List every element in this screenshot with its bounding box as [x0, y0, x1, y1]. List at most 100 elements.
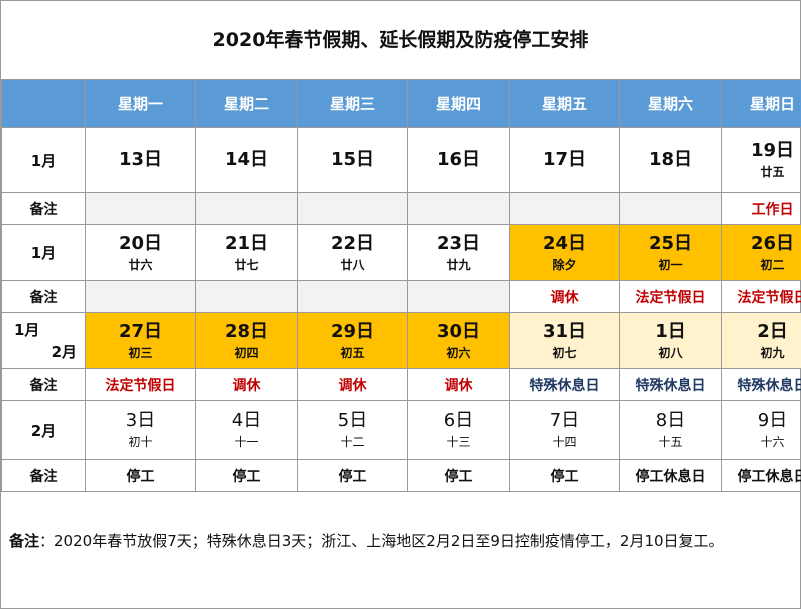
note-cell: [407, 192, 510, 225]
note-cell: 调休: [195, 368, 298, 401]
note-row: 备注 工作日: [1, 192, 801, 225]
header-corner-cell: [1, 79, 86, 128]
date-cell: 15日: [297, 127, 408, 193]
day-number: 31日: [542, 320, 587, 342]
note-label: 备注: [1, 368, 86, 401]
note-cell: 停工: [509, 459, 620, 492]
lunar-date: 初六: [446, 345, 471, 360]
day-number: 16日: [436, 149, 481, 170]
lunar-date: 初三: [128, 345, 153, 360]
note-cell: 法定节假日: [721, 280, 801, 313]
lunar-date: 廿八: [340, 257, 365, 272]
day-number: 28日: [224, 320, 269, 342]
lunar-date: 除夕: [552, 257, 577, 272]
date-cell: 7日 十四: [509, 400, 620, 460]
lunar-date: 十三: [446, 435, 471, 449]
date-cell: 24日除夕: [509, 224, 620, 281]
lunar-date: 初八: [658, 345, 683, 360]
date-cell: 19日 廿五: [721, 127, 801, 193]
note-cell: 工作日: [721, 192, 801, 225]
date-cell: 28日初四: [195, 312, 298, 369]
note-cell: 特殊休息日: [509, 368, 620, 401]
lunar-date: 初十: [128, 435, 153, 449]
month-label: 2月: [1, 400, 86, 460]
month-label: 1月: [1, 224, 86, 281]
lunar-date: 十二: [340, 435, 365, 449]
day-number: 30日: [436, 320, 481, 342]
note-cell: [619, 192, 722, 225]
day-number: 8日: [655, 410, 686, 431]
note-cell: [509, 192, 620, 225]
note-label: 备注: [1, 192, 86, 225]
note-row: 备注 停工 停工 停工 停工 停工 停工休息日 停工休息日: [1, 459, 801, 492]
note-row: 备注 调休 法定节假日 法定节假日: [1, 280, 801, 313]
note-cell: 停工: [195, 459, 298, 492]
week-row: 1月 20日 廿六 21日 廿七 22日 廿八 23日 廿九 24日除夕 25日 初一 2…: [1, 224, 801, 281]
month-label: 1月: [14, 321, 40, 339]
note-label: 备注: [1, 280, 86, 313]
day-number: 5日: [337, 410, 368, 431]
weekday-header-fri: 星期五: [509, 79, 620, 128]
lunar-date: 初四: [234, 345, 259, 360]
date-cell: 18日: [619, 127, 722, 193]
date-cell: 30日初六: [407, 312, 510, 369]
date-cell: 25日 初一: [619, 224, 722, 281]
note-cell: 停工: [297, 459, 408, 492]
day-number: 4日: [231, 410, 262, 431]
note-cell: 调休: [509, 280, 620, 313]
lunar-date: 十五: [658, 435, 683, 449]
lunar-date: 初七: [552, 345, 577, 360]
weekday-header-sat: 星期六: [619, 79, 722, 128]
day-number: 2日: [757, 320, 788, 342]
day-number: 29日: [330, 320, 375, 342]
weekday-header-row: 星期一 星期二 星期三 星期四 星期五 星期六 星期日: [1, 79, 801, 128]
page-title: 2020年春节假期、延长假期及防疫停工安排: [212, 29, 589, 51]
date-cell: 1日 初八: [619, 312, 722, 369]
lunar-date: 初五: [340, 345, 365, 360]
day-number: 17日: [542, 149, 587, 170]
day-number: 21日: [224, 232, 269, 254]
week-row: 1月 13日 14日 15日 16日 17日 18日 19日 廿五: [1, 127, 801, 193]
note-cell: 停工休息日: [619, 459, 722, 492]
footnote-text: ：2020年春节放假7天；特殊休息日3天；浙江、上海地区2月2日至9日控制疫情停…: [39, 532, 724, 550]
footnote-label: 备注: [9, 532, 40, 550]
lunar-date: 廿六: [128, 257, 153, 272]
note-cell: 法定节假日: [85, 368, 196, 401]
date-cell: 20日 廿六: [85, 224, 196, 281]
date-cell: 17日: [509, 127, 620, 193]
weekday-header-mon: 星期一: [85, 79, 196, 128]
month-label-split: 1月 2月: [1, 312, 86, 369]
date-cell: 2日 初九: [721, 312, 801, 369]
date-cell: 9日 十六: [721, 400, 801, 460]
day-number: 3日: [125, 410, 156, 431]
day-number: 24日: [542, 232, 587, 254]
note-cell: 调休: [297, 368, 408, 401]
date-cell: 22日 廿八: [297, 224, 408, 281]
note-cell: [297, 192, 408, 225]
day-number: 14日: [224, 149, 269, 170]
note-cell: 法定节假日: [619, 280, 722, 313]
date-cell: 23日 廿九: [407, 224, 510, 281]
lunar-date: 廿五: [760, 165, 785, 179]
date-cell: 13日: [85, 127, 196, 193]
weekday-header-wed: 星期三: [297, 79, 408, 128]
note-cell: 停工休息日: [721, 459, 801, 492]
note-label: 备注: [1, 459, 86, 492]
note-row: 备注 法定节假日 调休 调休 调休 特殊休息日 特殊休息日 特殊休息日: [1, 368, 801, 401]
date-cell: 6日十三: [407, 400, 510, 460]
note-cell: [85, 192, 196, 225]
note-cell: 特殊休息日: [619, 368, 722, 401]
date-cell: 21日 廿七: [195, 224, 298, 281]
lunar-date: 十一: [234, 435, 259, 449]
date-cell: 16日: [407, 127, 510, 193]
date-cell: 26日 初二: [721, 224, 801, 281]
day-number: 15日: [330, 149, 375, 170]
date-cell: 31日初七: [509, 312, 620, 369]
lunar-date: 初二: [760, 257, 785, 272]
date-cell: 27日 初三: [85, 312, 196, 369]
date-cell: 4日十一: [195, 400, 298, 460]
day-number: 9日: [757, 410, 788, 431]
day-number: 6日: [443, 410, 474, 431]
date-cell: 14日: [195, 127, 298, 193]
note-cell: 调休: [407, 368, 510, 401]
